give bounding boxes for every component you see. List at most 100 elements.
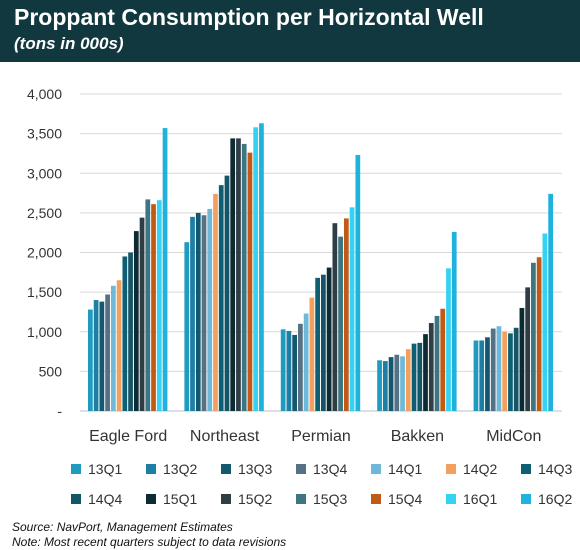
bar	[388, 357, 394, 411]
bar	[434, 315, 440, 411]
bar	[548, 193, 553, 411]
x-tick-label: MidCon	[486, 428, 541, 445]
bar	[332, 223, 338, 411]
bar	[400, 356, 405, 411]
legend-swatch	[296, 464, 306, 474]
bar	[382, 361, 388, 411]
bar-chart: - 500 1,000 1,500 2,000 2,500 3,000 3,500 4,000 E…	[27, 86, 573, 507]
bar	[315, 277, 320, 411]
bar	[343, 218, 349, 411]
legend-swatch	[446, 494, 456, 504]
legend-swatch	[146, 464, 156, 474]
bar	[473, 340, 479, 411]
bar	[247, 152, 253, 411]
bar	[116, 280, 122, 411]
y-tick-label: 1,000	[27, 324, 62, 340]
legend-swatch	[446, 464, 456, 474]
y-tick-label: 3,500	[27, 126, 62, 142]
bar	[280, 329, 286, 411]
legend-swatch	[371, 464, 381, 474]
x-tick-label: Eagle Ford	[89, 428, 167, 445]
chart-subtitle: (tons in 000s)	[14, 34, 124, 53]
legend-label: 15Q4	[388, 491, 422, 507]
bar	[377, 360, 382, 411]
bar	[446, 268, 451, 411]
bar	[122, 256, 128, 411]
bar	[525, 287, 531, 411]
bar	[490, 328, 496, 411]
legend-swatch	[521, 464, 531, 474]
bar	[286, 330, 292, 411]
legend-label: 15Q3	[313, 491, 347, 507]
bar	[184, 242, 190, 411]
bar	[519, 307, 525, 411]
legend-label: 14Q1	[388, 461, 422, 477]
y-tick-label: -	[57, 403, 62, 419]
bar	[224, 175, 230, 411]
legend-label: 16Q2	[538, 491, 572, 507]
legend-label: 14Q4	[88, 491, 122, 507]
y-tick-label: 2,000	[27, 245, 62, 261]
legend-label: 15Q2	[238, 491, 272, 507]
bar	[236, 138, 241, 411]
bar	[213, 193, 218, 411]
bar	[326, 267, 332, 411]
legend-label: 13Q3	[238, 461, 272, 477]
bar	[309, 297, 315, 411]
bar	[128, 252, 133, 411]
bar	[207, 208, 213, 411]
bar	[338, 236, 343, 411]
bar	[496, 326, 502, 411]
bar	[162, 128, 168, 411]
bar	[542, 233, 548, 411]
x-tick-label: Bakken	[391, 428, 444, 445]
bar	[417, 342, 423, 411]
bar	[156, 200, 162, 411]
legend-swatch	[71, 494, 81, 504]
bar	[485, 337, 490, 411]
bar	[355, 155, 361, 411]
bar	[218, 185, 224, 411]
legend-label: 16Q1	[463, 491, 497, 507]
legend-label: 13Q4	[313, 461, 347, 477]
bar	[479, 340, 485, 411]
bar	[253, 127, 259, 411]
bar	[298, 323, 303, 411]
bar	[190, 216, 195, 411]
bar	[241, 143, 247, 411]
bar	[451, 231, 457, 411]
legend-label: 15Q1	[163, 491, 197, 507]
bar	[93, 300, 99, 411]
y-tick-label: 3,000	[27, 165, 62, 181]
legend-swatch	[71, 464, 81, 474]
legend-swatch	[521, 494, 531, 504]
legend-swatch	[296, 494, 306, 504]
bar	[145, 199, 151, 411]
legend-swatch	[146, 494, 156, 504]
bar	[423, 334, 428, 411]
bar	[536, 257, 542, 411]
source-note: Source: NavPort, Management Estimates	[12, 520, 233, 534]
legend-label: 13Q2	[163, 461, 197, 477]
bar	[88, 309, 93, 411]
bar	[394, 354, 400, 411]
bar	[230, 138, 236, 411]
bar	[110, 285, 116, 411]
legend-swatch	[371, 494, 381, 504]
bar	[99, 301, 105, 411]
bar	[508, 333, 513, 411]
y-tick-label: 500	[39, 363, 63, 379]
bar	[259, 123, 264, 411]
bar	[151, 204, 156, 411]
bar	[531, 262, 536, 411]
bar	[502, 331, 508, 411]
chart-title: Proppant Consumption per Horizontal Well	[14, 4, 484, 30]
bar	[411, 343, 417, 411]
bar	[292, 334, 298, 411]
chart-header: Proppant Consumption per Horizontal Well…	[0, 0, 580, 62]
bar	[440, 308, 446, 411]
legend-label: 14Q3	[538, 461, 572, 477]
bar	[349, 207, 355, 411]
legend-label: 13Q1	[88, 461, 122, 477]
x-tick-label: Permian	[291, 428, 351, 445]
